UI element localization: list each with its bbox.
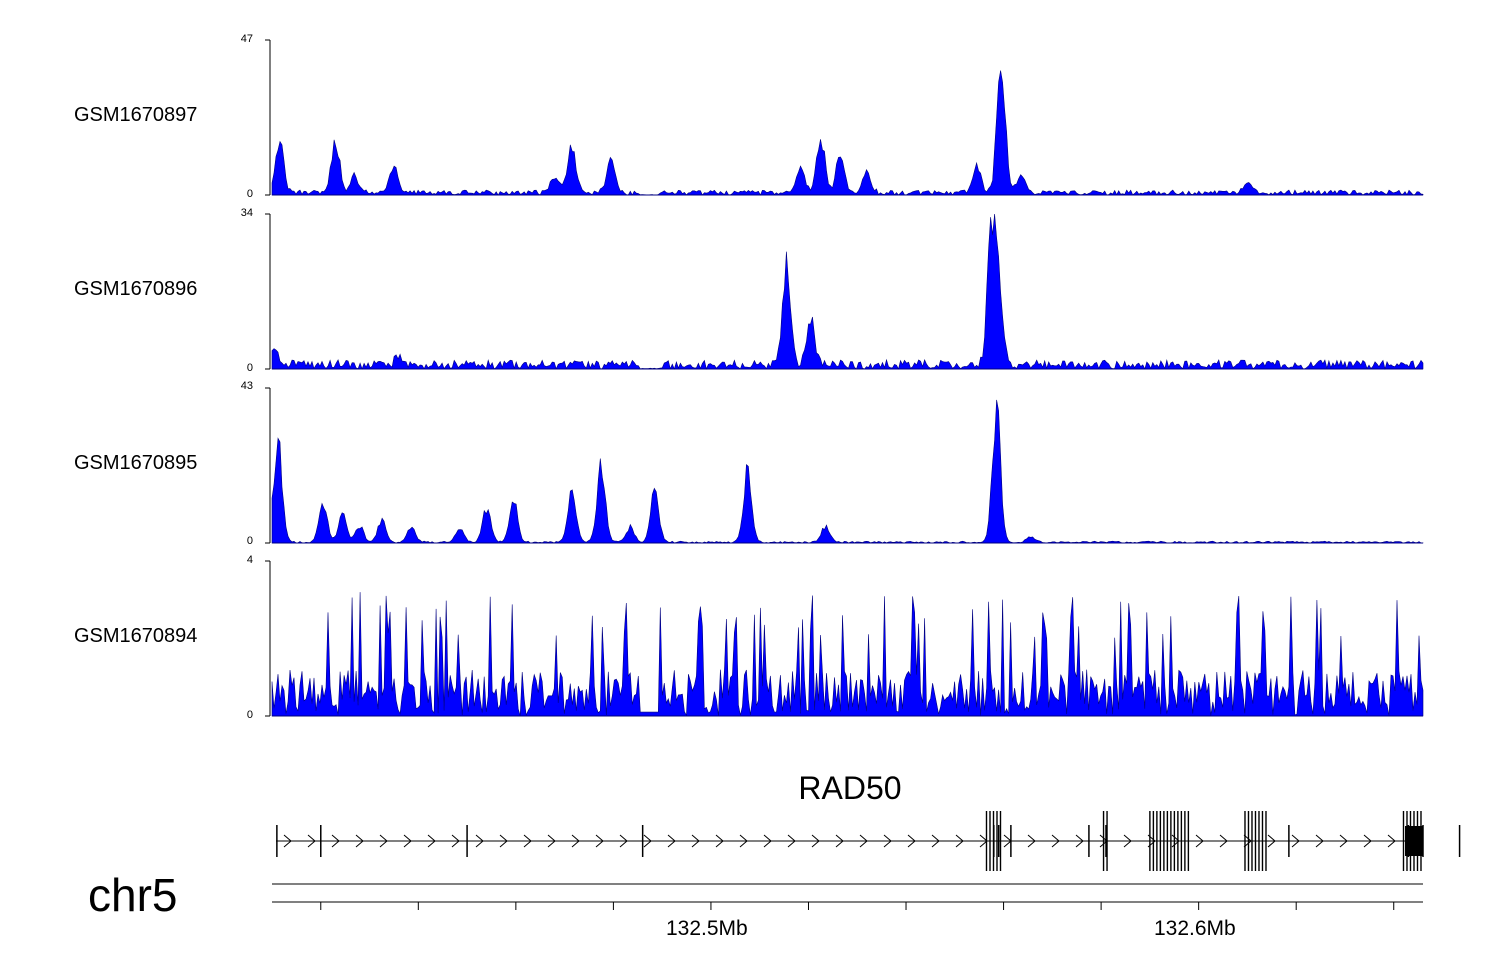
strand-arrow	[1075, 834, 1084, 848]
strand-arrow	[763, 834, 772, 848]
strand-arrow	[1291, 834, 1300, 848]
strand-arrow	[955, 834, 964, 848]
strand-arrow	[1363, 834, 1372, 848]
track-2-ymax: 34	[240, 207, 253, 219]
track-1-ymin: 0	[246, 188, 253, 200]
track-4-ymin: 0	[246, 709, 253, 721]
strand-arrow	[907, 834, 916, 848]
strand-arrow	[499, 834, 508, 848]
strand-arrow	[1339, 834, 1348, 848]
strand-arrow	[835, 834, 844, 848]
strand-arrow	[451, 834, 460, 848]
strand-arrow	[1219, 834, 1228, 848]
track-4-signal-area	[271, 592, 1424, 717]
strand-arrow	[739, 834, 748, 848]
track-1-ymax: 47	[240, 33, 253, 45]
gene-name-label: RAD50	[798, 770, 902, 806]
track-2-ymin: 0	[246, 362, 253, 374]
strand-arrow	[643, 834, 652, 848]
strand-arrow	[283, 834, 292, 848]
strand-arrow	[859, 834, 868, 848]
gene-terminal-exon	[1405, 826, 1423, 856]
strand-arrow	[1243, 834, 1252, 848]
strand-arrow	[523, 834, 532, 848]
chromosome-label: chr5	[88, 869, 178, 921]
track-label-1: GSM1670897	[74, 104, 198, 126]
strand-arrow	[715, 834, 724, 848]
track-3-ymax: 43	[240, 380, 253, 392]
strand-arrow	[331, 834, 340, 848]
strand-arrow	[595, 834, 604, 848]
strand-arrow	[571, 834, 580, 848]
track-label-2: GSM1670896	[74, 278, 198, 300]
strand-arrow	[811, 834, 820, 848]
strand-arrow	[667, 834, 676, 848]
strand-arrow	[427, 834, 436, 848]
track-4-ymax: 4	[246, 554, 253, 566]
track-3-ymin: 0	[246, 535, 253, 547]
strand-arrow	[547, 834, 556, 848]
track-label-4: GSM1670894	[74, 625, 198, 647]
strand-arrow	[307, 834, 316, 848]
track-label-3: GSM1670895	[74, 452, 198, 474]
strand-arrow	[1315, 834, 1324, 848]
strand-arrow	[403, 834, 412, 848]
strand-arrow	[379, 834, 388, 848]
track-1-signal-area	[271, 70, 1424, 196]
strand-arrow	[1195, 834, 1204, 848]
strand-arrow	[1027, 834, 1036, 848]
strand-arrow	[619, 834, 628, 848]
strand-arrow	[691, 834, 700, 848]
strand-arrow	[1387, 834, 1396, 848]
track-3-signal-area	[271, 399, 1424, 544]
strand-arrow	[931, 834, 940, 848]
strand-arrow	[1123, 834, 1132, 848]
strand-arrow	[1267, 834, 1276, 848]
strand-arrow	[475, 834, 484, 848]
strand-arrow	[1051, 834, 1060, 848]
x-tick-label-132-5: 132.5Mb	[666, 917, 748, 940]
strand-arrow	[883, 834, 892, 848]
strand-arrow	[787, 834, 796, 848]
strand-arrow	[355, 834, 364, 848]
x-tick-label-132-6: 132.6Mb	[1154, 917, 1236, 940]
track-2-signal-area	[271, 213, 1424, 370]
